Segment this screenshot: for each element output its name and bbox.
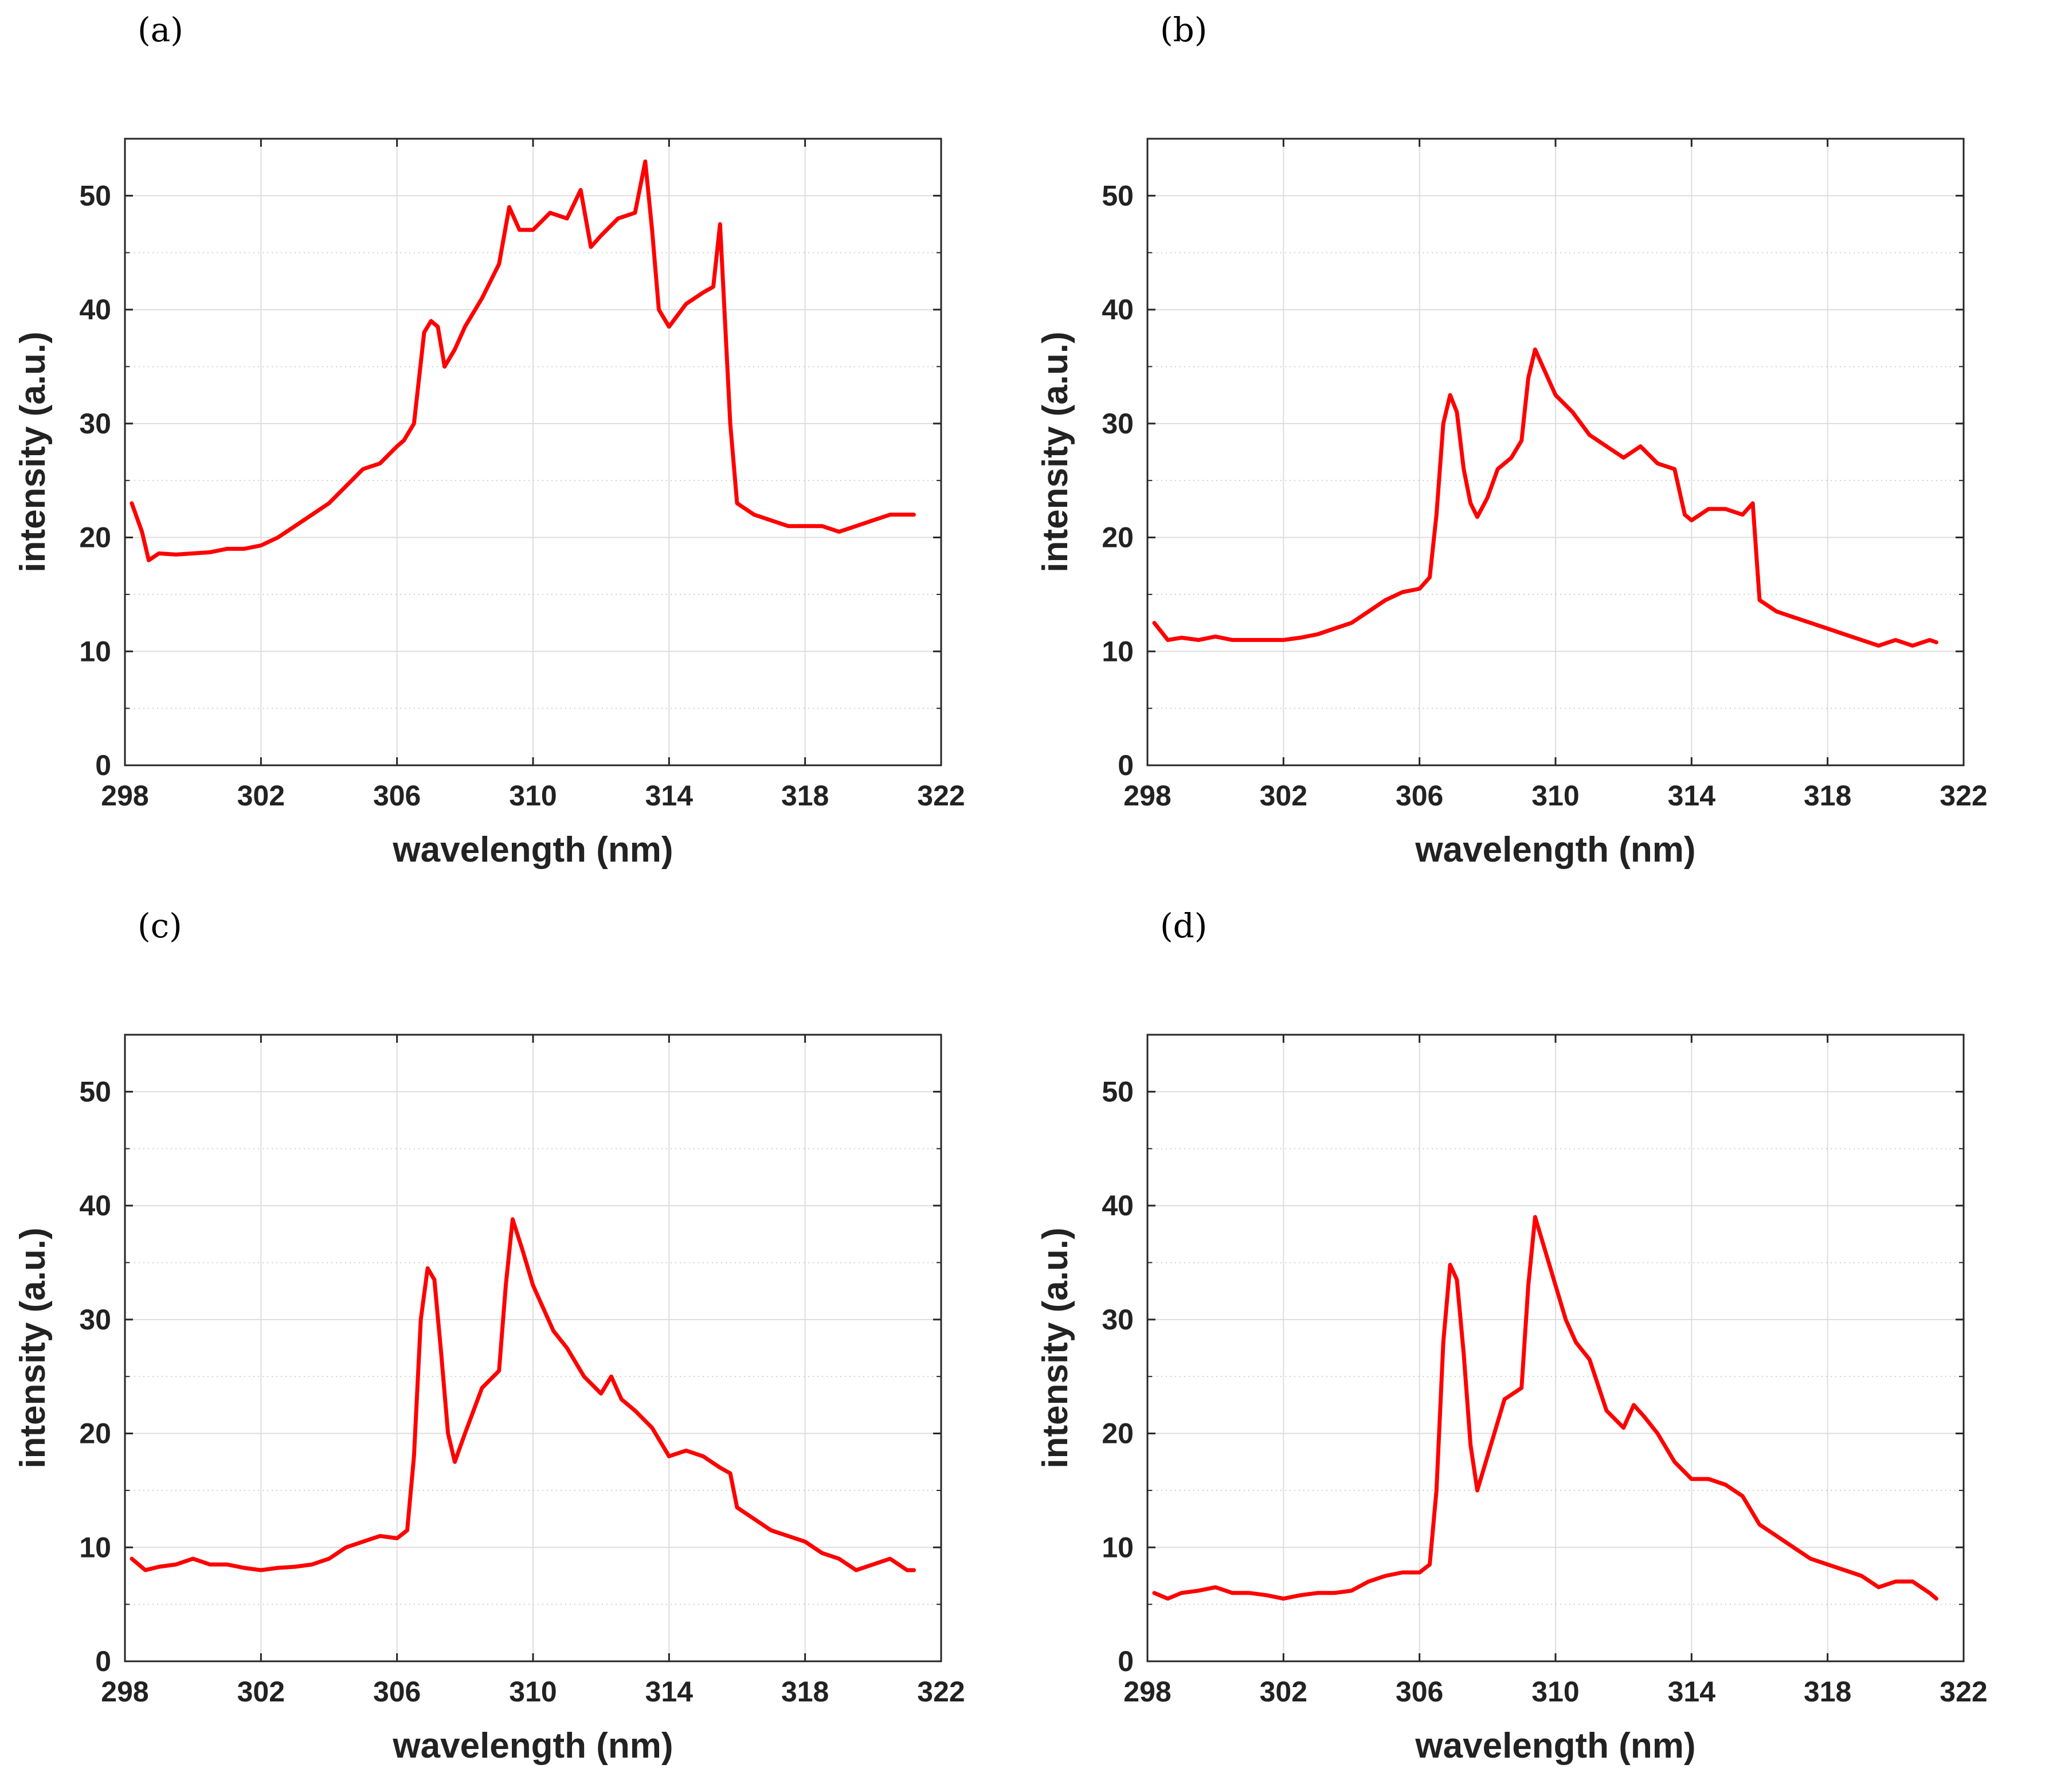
- y-axis-title: intensity (a.u.): [13, 1227, 53, 1468]
- y-tick-label: 20: [1102, 522, 1134, 554]
- y-tick-label: 50: [79, 179, 111, 212]
- x-tick-label: 314: [645, 1676, 694, 1708]
- x-tick-label: 298: [101, 1676, 148, 1708]
- x-tick-label: 302: [237, 1676, 285, 1708]
- x-tick-label: 298: [1123, 780, 1171, 812]
- y-tick-label: 0: [1118, 1645, 1134, 1677]
- x-tick-label: 298: [1123, 1676, 1171, 1708]
- y-tick-label: 50: [1102, 179, 1134, 212]
- series-line: [130, 1217, 916, 1572]
- y-tick-label: 40: [79, 1190, 111, 1222]
- y-tick-label: 40: [1102, 294, 1134, 326]
- x-tick-label: 310: [509, 780, 557, 812]
- panel-label: (a): [138, 10, 183, 49]
- y-tick-label: 20: [1102, 1418, 1134, 1450]
- x-axis-title: wavelength (nm): [392, 830, 673, 870]
- x-tick-label: 318: [781, 780, 829, 812]
- chart-panel-c: (c) 298 302 306 310 314 318 322 0 10 20 30 40 50 wavel…: [0, 896, 1022, 1792]
- y-tick-label: 30: [1102, 408, 1134, 440]
- x-tick-label: 306: [373, 1676, 421, 1708]
- x-tick-label: 314: [1668, 1676, 1716, 1708]
- y-axis-title: intensity (a.u.): [13, 331, 53, 572]
- y-tick-label: 50: [1102, 1075, 1134, 1108]
- x-tick-label: 322: [917, 780, 965, 812]
- series-line: [1152, 347, 1938, 648]
- x-axis-title: wavelength (nm): [1415, 830, 1695, 870]
- x-tick-label: 322: [1940, 780, 1987, 812]
- x-tick-label: 302: [1260, 780, 1307, 812]
- x-tick-label: 306: [373, 780, 421, 812]
- y-tick-label: 40: [79, 294, 111, 326]
- x-tick-label: 302: [1260, 1676, 1307, 1708]
- chart-svg: (d) 298 302 306 310 314 318 322 0 10 20 30 40 50 wavel…: [1036, 906, 1988, 1766]
- panel-label: (c): [138, 906, 182, 945]
- y-axis-title: intensity (a.u.): [1036, 331, 1075, 572]
- x-tick-label: 298: [101, 780, 148, 812]
- y-tick-label: 20: [79, 522, 111, 554]
- y-axis-title: intensity (a.u.): [1036, 1227, 1075, 1468]
- x-tick-label: 314: [1668, 780, 1716, 812]
- panel-label: (b): [1160, 10, 1207, 49]
- y-tick-label: 40: [1102, 1190, 1134, 1222]
- x-tick-label: 322: [1940, 1676, 1987, 1708]
- y-tick-label: 0: [1118, 749, 1134, 781]
- y-tick-label: 10: [79, 635, 111, 667]
- x-tick-label: 302: [237, 780, 285, 812]
- y-tick-label: 10: [1102, 635, 1134, 667]
- chart-svg: (b) 298 302 306 310 314 318 322 0 10 20 30 40 50 wavel…: [1036, 10, 1988, 870]
- x-tick-label: 318: [781, 1676, 829, 1708]
- x-tick-label: 306: [1396, 780, 1443, 812]
- x-tick-label: 310: [1531, 780, 1579, 812]
- x-tick-label: 314: [645, 780, 694, 812]
- y-tick-label: 0: [95, 749, 111, 781]
- x-axis-title: wavelength (nm): [1415, 1726, 1695, 1766]
- y-tick-label: 50: [79, 1075, 111, 1108]
- x-tick-label: 310: [1531, 1676, 1579, 1708]
- y-tick-label: 20: [79, 1418, 111, 1450]
- x-tick-label: 310: [509, 1676, 557, 1708]
- y-tick-label: 30: [79, 408, 111, 440]
- x-tick-label: 322: [917, 1676, 965, 1708]
- y-tick-label: 30: [79, 1304, 111, 1336]
- x-tick-label: 318: [1804, 780, 1851, 812]
- x-tick-label: 318: [1804, 1676, 1851, 1708]
- chart-panel-d: (d) 298 302 306 310 314 318 322 0 10 20 30 40 50 wavel…: [1022, 896, 2045, 1792]
- series-line: [130, 159, 916, 562]
- chart-panel-a: (a) 298 302 306 310 314 318 322 0 10 20 30 40 50 wavel…: [0, 0, 1022, 896]
- chart-svg: (c) 298 302 306 310 314 318 322 0 10 20 30 40 50 wavel…: [13, 906, 965, 1766]
- chart-svg: (a) 298 302 306 310 314 318 322 0 10 20 30 40 50 wavel…: [13, 10, 965, 870]
- y-tick-label: 30: [1102, 1304, 1134, 1336]
- x-axis-title: wavelength (nm): [392, 1726, 673, 1766]
- y-tick-label: 10: [1102, 1531, 1134, 1563]
- x-tick-label: 306: [1396, 1676, 1443, 1708]
- panel-label: (d): [1160, 906, 1207, 945]
- y-tick-label: 10: [79, 1531, 111, 1563]
- y-tick-label: 0: [95, 1645, 111, 1677]
- chart-panel-b: (b) 298 302 306 310 314 318 322 0 10 20 30 40 50 wavel…: [1022, 0, 2045, 896]
- series-line: [1152, 1215, 1938, 1601]
